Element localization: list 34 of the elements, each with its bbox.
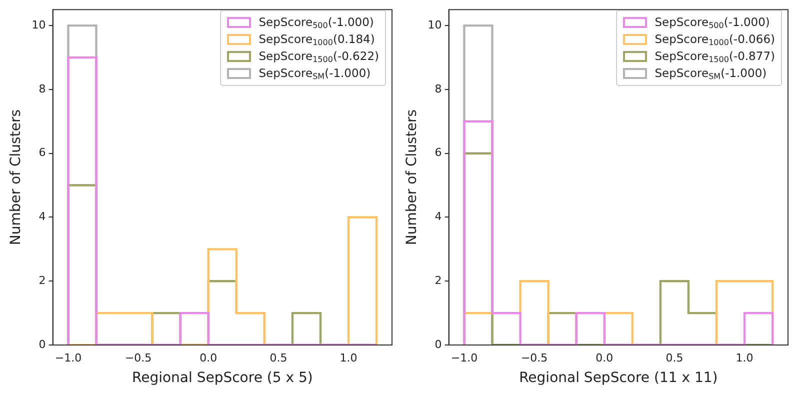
x-tick-label: −1.0 [450, 351, 478, 364]
y-axis-title: Number of Clusters [404, 109, 420, 246]
legend-label: SepScore$_{500}$(-1.000) [258, 15, 374, 30]
y-tick-label: 6 [434, 146, 442, 160]
x-tick-label: 0.5 [666, 351, 684, 364]
legend-label: SepScore$_{1000}$(-0.066) [654, 32, 775, 47]
y-tick-label: 10 [428, 18, 442, 32]
legend-label: SepScore$_{1000}$(0.184) [258, 32, 375, 47]
y-tick-label: 10 [32, 18, 46, 32]
x-tick-label: −0.5 [124, 351, 152, 364]
y-axis-title: Number of Clusters [8, 109, 24, 246]
legend-label: SepScore$_{1500}$(-0.622) [258, 49, 379, 64]
legend-label: SepScore$_{1500}$(-0.877) [654, 49, 775, 64]
legend-label: SepScore$_{SM}$(-1.000) [654, 66, 767, 81]
x-tick-label: −1.0 [54, 351, 82, 364]
x-tick-label: −0.5 [520, 351, 548, 364]
x-axis-title: Regional SepScore (5 x 5) [132, 370, 313, 386]
y-tick-label: 0 [38, 338, 46, 351]
x-tick-label: 1.0 [736, 351, 754, 364]
y-tick-label: 6 [38, 146, 46, 160]
x-axis-title: Regional SepScore (11 x 11) [519, 370, 718, 386]
x-tick-label: 0.0 [596, 351, 614, 364]
x-tick-label: 0.0 [200, 351, 218, 364]
y-tick-label: 8 [434, 82, 442, 96]
y-tick-label: 4 [38, 210, 46, 224]
x-tick-label: 0.5 [270, 351, 288, 364]
y-tick-label: 0 [434, 338, 442, 351]
legend-label: SepScore$_{500}$(-1.000) [654, 15, 770, 30]
y-tick-label: 2 [38, 274, 46, 287]
y-tick-label: 4 [434, 210, 442, 224]
x-tick-label: 1.0 [340, 351, 358, 364]
y-tick-label: 2 [434, 274, 442, 287]
legend-label: SepScore$_{SM}$(-1.000) [258, 66, 371, 81]
y-tick-label: 8 [38, 82, 46, 96]
